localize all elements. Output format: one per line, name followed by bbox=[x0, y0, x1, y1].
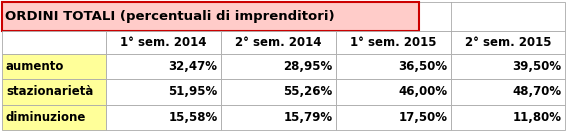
Text: 2° sem. 2014: 2° sem. 2014 bbox=[235, 36, 321, 49]
Bar bbox=[2, 2, 418, 31]
Bar bbox=[221, 79, 336, 105]
Bar bbox=[106, 54, 221, 79]
Bar bbox=[336, 31, 451, 54]
Text: 28,95%: 28,95% bbox=[283, 60, 332, 73]
Text: 1° sem. 2015: 1° sem. 2015 bbox=[350, 36, 437, 49]
Bar bbox=[2, 54, 106, 79]
Bar bbox=[336, 79, 451, 105]
Bar bbox=[451, 31, 565, 54]
Text: 36,50%: 36,50% bbox=[398, 60, 447, 73]
Text: 48,70%: 48,70% bbox=[513, 85, 561, 98]
Bar bbox=[336, 105, 451, 130]
Text: 2° sem. 2015: 2° sem. 2015 bbox=[464, 36, 551, 49]
Bar bbox=[2, 31, 106, 54]
Text: 51,95%: 51,95% bbox=[168, 85, 218, 98]
Bar bbox=[451, 54, 565, 79]
Bar bbox=[2, 2, 565, 31]
Bar bbox=[106, 31, 221, 54]
Bar bbox=[2, 105, 106, 130]
Text: 39,50%: 39,50% bbox=[513, 60, 561, 73]
Text: 15,58%: 15,58% bbox=[168, 111, 218, 124]
Text: 1° sem. 2014: 1° sem. 2014 bbox=[120, 36, 207, 49]
Text: diminuzione: diminuzione bbox=[6, 111, 86, 124]
Text: 17,50%: 17,50% bbox=[398, 111, 447, 124]
Bar bbox=[221, 105, 336, 130]
Text: 46,00%: 46,00% bbox=[398, 85, 447, 98]
Bar bbox=[451, 79, 565, 105]
Text: 11,80%: 11,80% bbox=[513, 111, 561, 124]
Text: 32,47%: 32,47% bbox=[168, 60, 218, 73]
Text: aumento: aumento bbox=[6, 60, 64, 73]
Bar bbox=[106, 105, 221, 130]
Bar bbox=[2, 79, 106, 105]
Text: 55,26%: 55,26% bbox=[283, 85, 332, 98]
Bar bbox=[336, 54, 451, 79]
Bar bbox=[221, 54, 336, 79]
Text: 15,79%: 15,79% bbox=[284, 111, 332, 124]
Text: ORDINI TOTALI (percentuali di imprenditori): ORDINI TOTALI (percentuali di imprendito… bbox=[6, 10, 335, 23]
Bar bbox=[106, 79, 221, 105]
Bar bbox=[451, 105, 565, 130]
Text: stazionarietà: stazionarietà bbox=[6, 85, 94, 98]
Bar bbox=[221, 31, 336, 54]
